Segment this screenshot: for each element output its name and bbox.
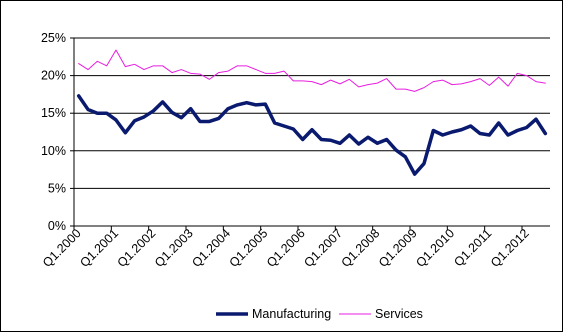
x-tick-labels: Q1.2000Q1.2001Q1.2002Q1.2003Q1.2004Q1.20… [40,226,532,270]
y-tick-label: 15% [41,106,66,120]
y-tick-label: 25% [41,31,66,45]
series-lines [76,49,548,176]
y-tick-labels: 0% 5% 10% 15% 20% 25% [41,31,66,233]
x-tick-label: Q1.2002 [115,226,159,270]
series-line-services [78,49,546,92]
y-tick-label: 0% [48,219,66,233]
x-tick-label: Q1.2005 [227,226,271,270]
x-tick-label: Q1.2001 [77,226,121,270]
x-tick-label: Q1.2011 [451,226,494,269]
x-tick-label: Q1.2003 [152,226,196,270]
y-tick-label: 20% [41,69,66,83]
series-line-manufacturing [76,94,548,176]
x-tick-label: Q1.2007 [301,226,345,270]
x-tick-label: Q1.2012 [488,226,532,270]
x-tick-label: Q1.2010 [413,226,457,270]
y-tick-label: 5% [48,181,66,195]
x-tick-label: Q1.2006 [264,226,308,270]
x-tick-label: Q1.2009 [376,226,420,270]
x-tick-label: Q1.2004 [189,226,233,270]
y-tick-label: 10% [41,144,66,158]
gridlines [74,37,550,189]
legend: Manufacturing Services [216,307,423,321]
axes [70,37,550,230]
legend-label-services: Services [375,307,423,321]
x-tick-label: Q1.2008 [339,226,383,270]
legend-label-manufacturing: Manufacturing [252,307,331,321]
